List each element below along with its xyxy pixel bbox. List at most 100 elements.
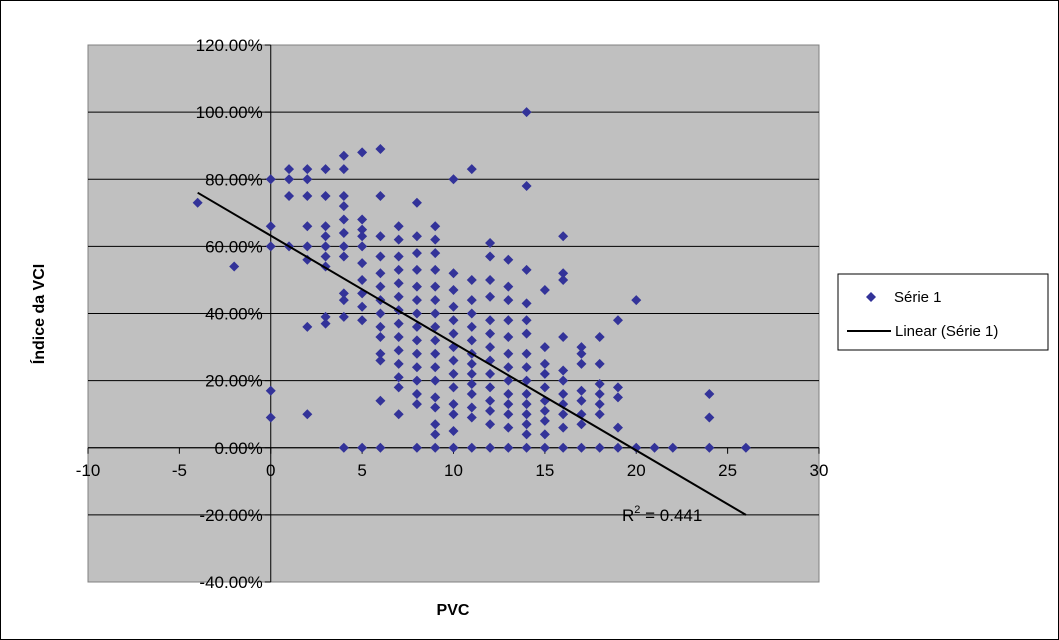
data-point (393, 291, 404, 302)
data-point (521, 389, 532, 400)
data-point (503, 389, 514, 400)
data-point (430, 321, 441, 332)
data-point (338, 214, 349, 225)
data-point (284, 174, 295, 185)
x-tick-label: 10 (444, 461, 463, 480)
data-point (558, 409, 569, 420)
data-point (302, 409, 313, 420)
data-point (375, 281, 386, 292)
data-point (539, 442, 550, 453)
data-point (338, 442, 349, 453)
data-point (576, 395, 587, 406)
data-point (411, 442, 422, 453)
y-tick-label: 120.00% (196, 36, 263, 55)
data-point (430, 335, 441, 346)
data-point (631, 295, 642, 306)
data-point (411, 308, 422, 319)
r2-value: = 0.441 (640, 506, 702, 525)
r2-annotation: R2 = 0.441 (622, 504, 702, 525)
data-point (612, 422, 623, 433)
data-point (393, 278, 404, 289)
data-point (265, 385, 276, 396)
y-tick-label: -40.00% (199, 573, 262, 592)
data-point (320, 241, 331, 252)
data-point (430, 295, 441, 306)
data-point (521, 315, 532, 326)
data-point (740, 442, 751, 453)
data-point (521, 399, 532, 410)
data-point (357, 315, 368, 326)
data-point (448, 301, 459, 312)
x-tick-label: -10 (76, 461, 101, 480)
data-point (338, 164, 349, 175)
x-tick-label: 30 (810, 461, 829, 480)
y-axis-title: Índice da VCI (29, 264, 48, 364)
data-point (521, 442, 532, 453)
data-point (521, 419, 532, 430)
data-point (192, 197, 203, 208)
x-tick-label: 15 (535, 461, 554, 480)
data-point (503, 331, 514, 342)
data-point (503, 348, 514, 359)
r2-superscript: 2 (634, 504, 640, 516)
data-point (375, 348, 386, 359)
data-point (558, 274, 569, 285)
data-point (485, 291, 496, 302)
data-point (320, 231, 331, 242)
y-tick-label: 20.00% (205, 372, 263, 391)
data-point (284, 191, 295, 202)
data-point (466, 308, 477, 319)
r2-letter: R (622, 506, 634, 525)
data-point (539, 382, 550, 393)
data-points (192, 107, 751, 453)
data-point (357, 231, 368, 242)
data-point (576, 419, 587, 430)
y-tick-label: 0.00% (215, 439, 263, 458)
y-tick-label: 80.00% (205, 170, 263, 189)
data-point (375, 331, 386, 342)
data-point (612, 382, 623, 393)
data-point (411, 231, 422, 242)
data-point (503, 254, 514, 265)
data-point (521, 429, 532, 440)
data-point (338, 241, 349, 252)
data-point (302, 254, 313, 265)
data-point (411, 389, 422, 400)
data-point (302, 164, 313, 175)
data-point (448, 328, 459, 339)
data-point (466, 164, 477, 175)
data-point (594, 399, 605, 410)
data-point (430, 429, 441, 440)
legend-entry-trendline: Linear (Série 1) (895, 323, 998, 340)
data-point (393, 251, 404, 262)
data-point (503, 375, 514, 386)
legend-entry-series: Série 1 (894, 289, 942, 306)
data-point (448, 399, 459, 410)
data-point (503, 422, 514, 433)
data-point (265, 241, 276, 252)
data-point (357, 258, 368, 269)
x-tick-label: 20 (627, 461, 646, 480)
data-point (558, 375, 569, 386)
data-point (485, 395, 496, 406)
data-point (558, 331, 569, 342)
data-point (594, 409, 605, 420)
data-point (338, 251, 349, 262)
data-point (466, 274, 477, 285)
data-point (521, 264, 532, 275)
data-point (448, 442, 459, 453)
data-point (503, 295, 514, 306)
data-point (521, 348, 532, 359)
data-point (320, 311, 331, 322)
legend: Série 1 Linear (Série 1) (837, 273, 1049, 351)
data-point (539, 358, 550, 369)
trendline (197, 191, 747, 516)
data-point (302, 241, 313, 252)
data-point (375, 231, 386, 242)
data-point (320, 221, 331, 232)
data-point (448, 285, 459, 296)
data-point (704, 412, 715, 423)
data-point (594, 389, 605, 400)
data-point (357, 214, 368, 225)
data-point (485, 342, 496, 353)
